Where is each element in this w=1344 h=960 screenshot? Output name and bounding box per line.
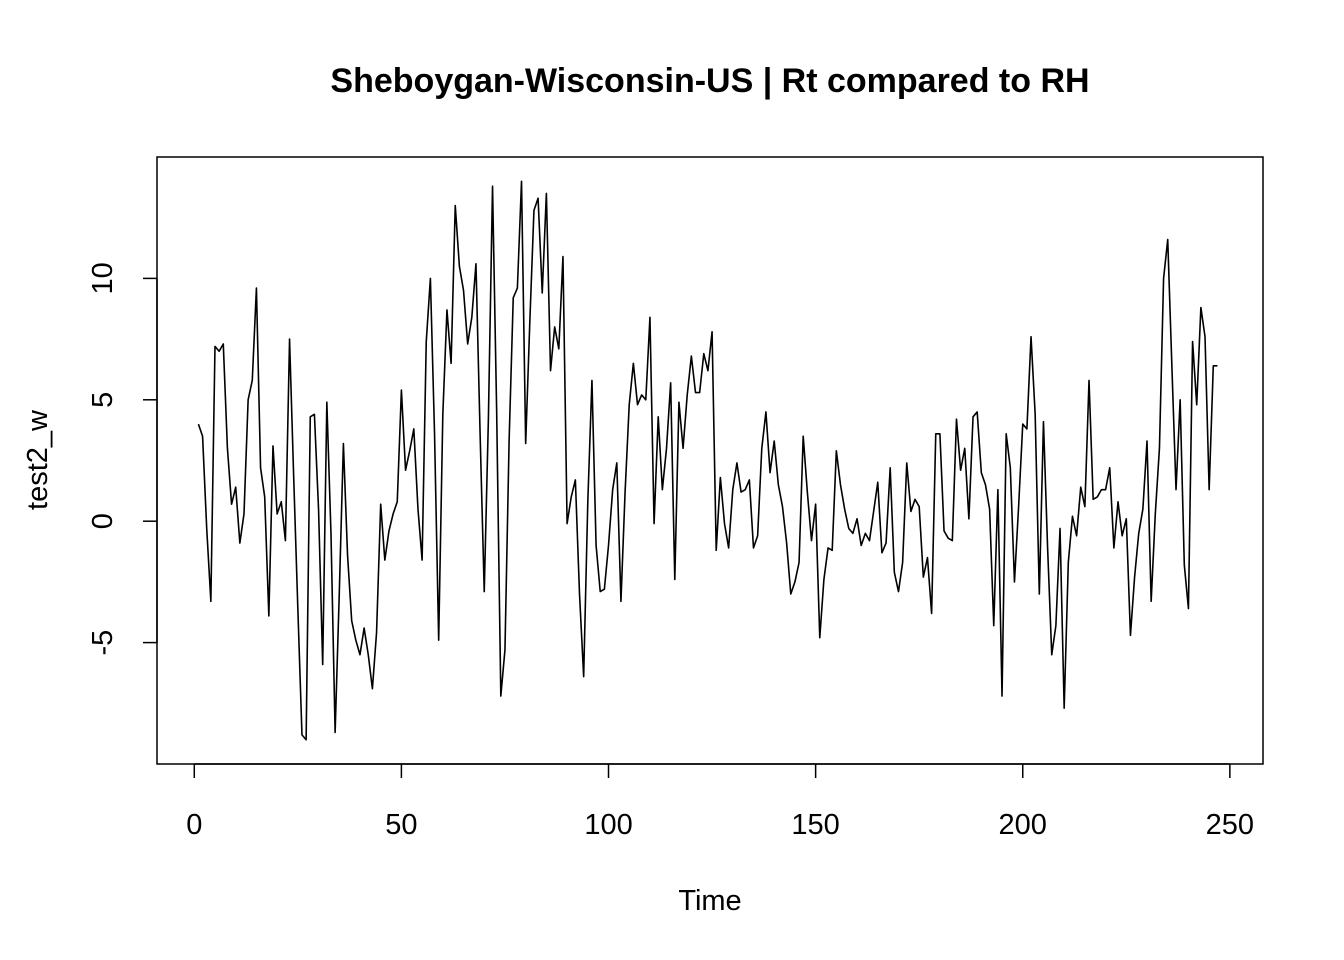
y-axis-label: test2_w [22,409,54,510]
chart-title: Sheboygan-Wisconsin-US | Rt compared to … [330,62,1089,100]
x-tick-label: 150 [791,809,839,841]
x-tick-label: 0 [186,809,202,841]
y-tick-label: 0 [87,513,119,529]
x-tick-label: 200 [999,809,1047,841]
plot-frame [156,156,1264,765]
y-tick-label: 5 [87,392,119,408]
x-tick-label: 100 [584,809,632,841]
x-tick-label: 250 [1206,809,1254,841]
x-axis: 0 50 100 150 200 250 [186,763,1254,841]
y-tick-label: -5 [87,630,119,656]
y-tick-label: 10 [87,262,119,294]
y-axis: -5 0 5 10 [87,262,158,656]
x-tick-label: 50 [385,809,417,841]
series-line [197,180,1218,741]
x-axis-label: Time [678,885,741,917]
